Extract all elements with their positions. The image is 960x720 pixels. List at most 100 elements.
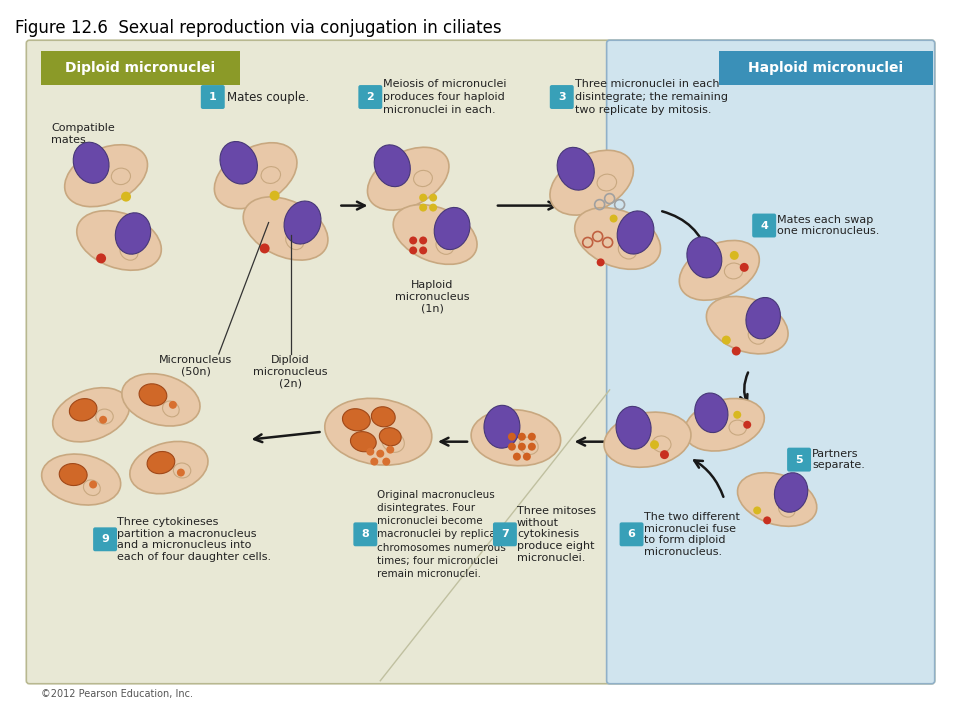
Ellipse shape [343, 409, 371, 431]
Circle shape [508, 433, 516, 441]
Ellipse shape [53, 387, 130, 442]
Circle shape [386, 446, 395, 454]
Ellipse shape [77, 211, 161, 270]
Circle shape [96, 253, 107, 264]
Text: Haploid micronuclei: Haploid micronuclei [749, 61, 903, 75]
Ellipse shape [434, 207, 470, 250]
Text: 6: 6 [628, 529, 636, 539]
Ellipse shape [122, 374, 200, 426]
Ellipse shape [286, 231, 304, 250]
Text: 3: 3 [558, 92, 565, 102]
Ellipse shape [284, 201, 321, 244]
Text: Haploid
micronucleus
(1n): Haploid micronucleus (1n) [395, 280, 469, 313]
Ellipse shape [687, 237, 722, 278]
Text: 4: 4 [760, 220, 768, 230]
Ellipse shape [617, 211, 654, 254]
Text: Three micronuclei in each
disintegrate; the remaining
two replicate by mitosis.: Three micronuclei in each disintegrate; … [575, 78, 728, 115]
Ellipse shape [96, 409, 113, 424]
FancyBboxPatch shape [41, 51, 240, 85]
Ellipse shape [471, 410, 561, 466]
Ellipse shape [214, 143, 297, 209]
Circle shape [177, 469, 185, 477]
Ellipse shape [436, 237, 454, 254]
Ellipse shape [725, 263, 743, 279]
Text: 7: 7 [501, 529, 509, 539]
Circle shape [169, 401, 177, 409]
Circle shape [517, 433, 526, 441]
Ellipse shape [707, 297, 788, 354]
FancyBboxPatch shape [550, 85, 574, 109]
Circle shape [732, 346, 741, 356]
Ellipse shape [69, 399, 97, 421]
FancyBboxPatch shape [26, 40, 935, 684]
Ellipse shape [350, 431, 376, 451]
Ellipse shape [60, 464, 87, 485]
Ellipse shape [618, 241, 636, 259]
Text: Partners
separate.: Partners separate. [812, 449, 865, 470]
Ellipse shape [519, 437, 539, 454]
Ellipse shape [684, 398, 764, 451]
Circle shape [376, 450, 384, 458]
Ellipse shape [120, 243, 138, 260]
Circle shape [517, 443, 526, 451]
Text: Diploid micronuclei: Diploid micronuclei [65, 61, 215, 75]
Circle shape [270, 191, 279, 201]
Ellipse shape [130, 441, 208, 494]
Circle shape [740, 263, 749, 272]
Ellipse shape [484, 405, 520, 448]
Circle shape [650, 440, 659, 449]
Text: Three mitoses
without
cytokinesis
produce eight
micronuclei.: Three mitoses without cytokinesis produc… [516, 506, 596, 562]
Ellipse shape [73, 143, 109, 184]
Circle shape [523, 453, 531, 461]
Circle shape [528, 433, 536, 441]
Ellipse shape [174, 463, 191, 478]
FancyBboxPatch shape [93, 527, 117, 552]
Circle shape [89, 480, 97, 488]
Text: 9: 9 [101, 534, 109, 544]
Circle shape [420, 246, 427, 254]
FancyBboxPatch shape [493, 523, 516, 546]
Circle shape [597, 258, 605, 266]
Ellipse shape [147, 451, 175, 474]
Ellipse shape [775, 473, 807, 512]
Ellipse shape [64, 145, 148, 207]
FancyBboxPatch shape [607, 40, 935, 684]
Ellipse shape [729, 420, 747, 435]
Ellipse shape [748, 327, 766, 344]
Text: The two different
micronuclei fuse
to form diploid
micronucleus.: The two different micronuclei fuse to fo… [643, 512, 739, 557]
Ellipse shape [737, 472, 817, 526]
Ellipse shape [379, 428, 401, 446]
FancyBboxPatch shape [201, 85, 225, 109]
Ellipse shape [374, 145, 410, 186]
Ellipse shape [162, 401, 180, 417]
Text: 8: 8 [362, 529, 370, 539]
Ellipse shape [680, 240, 759, 300]
Circle shape [371, 458, 378, 466]
Ellipse shape [695, 393, 728, 433]
Text: Meiosis of micronuclei
produces four haploid
micronuclei in each.: Meiosis of micronuclei produces four hap… [383, 78, 507, 115]
Ellipse shape [652, 436, 671, 452]
FancyBboxPatch shape [787, 448, 811, 472]
Circle shape [722, 336, 731, 345]
Circle shape [429, 204, 437, 212]
Ellipse shape [550, 150, 634, 215]
Ellipse shape [557, 148, 594, 190]
Ellipse shape [604, 412, 691, 467]
Text: Mates couple.: Mates couple. [227, 91, 309, 104]
Circle shape [754, 506, 761, 514]
Ellipse shape [382, 432, 404, 452]
Ellipse shape [243, 197, 328, 260]
Circle shape [367, 448, 374, 456]
Circle shape [610, 215, 617, 222]
FancyBboxPatch shape [619, 523, 643, 546]
Ellipse shape [111, 168, 131, 184]
Circle shape [259, 243, 270, 253]
Circle shape [763, 516, 771, 524]
Text: Compatible
mates: Compatible mates [51, 123, 115, 145]
Ellipse shape [746, 297, 780, 339]
Ellipse shape [779, 501, 795, 517]
Text: ©2012 Pearson Education, Inc.: ©2012 Pearson Education, Inc. [41, 689, 193, 698]
Ellipse shape [220, 142, 257, 184]
Circle shape [99, 415, 108, 424]
Circle shape [420, 194, 427, 202]
